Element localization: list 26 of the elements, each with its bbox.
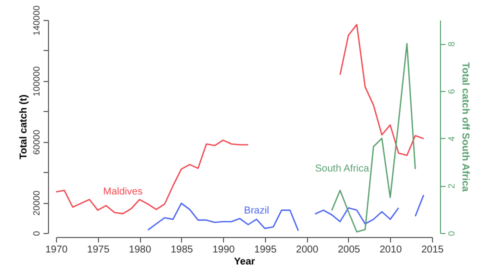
- series-label: South Africa: [315, 163, 370, 174]
- x-tick-label: 1980: [128, 244, 152, 256]
- x-axis-title: Year: [234, 256, 256, 268]
- y-tick-label: 100000: [32, 66, 42, 96]
- y-tick-label: 0: [32, 230, 42, 236]
- y-tick-label: 20000: [32, 190, 42, 216]
- x-tick-label: 1970: [45, 244, 68, 256]
- x-tick-label: 1985: [170, 244, 194, 256]
- series-label: Maldives: [103, 186, 143, 198]
- y2-tick-label: 2: [446, 184, 456, 189]
- x-tick-label: 1990: [212, 244, 236, 256]
- series-label: Brazil: [244, 205, 270, 216]
- x-tick-label: 2010: [380, 244, 402, 256]
- x-tick-label: 2015: [421, 244, 444, 256]
- y2-tick-label: 0: [446, 230, 456, 236]
- x-tick-label: 1995: [254, 244, 277, 256]
- y2-axis-title: Total catch off South Africa: [460, 62, 470, 192]
- y-axis-title: Total catch (t): [18, 94, 30, 160]
- y2-tick-label: 8: [446, 42, 456, 47]
- y-tick-label: 60000: [32, 130, 42, 155]
- x-tick-label: 2005: [338, 244, 361, 256]
- x-tick-label: 1975: [87, 244, 110, 256]
- x-tick-label: 2000: [296, 244, 319, 256]
- y2-tick-label: 6: [446, 88, 456, 94]
- y2-tick-label: 4: [446, 136, 456, 142]
- y-tick-label: 140000: [32, 5, 42, 36]
